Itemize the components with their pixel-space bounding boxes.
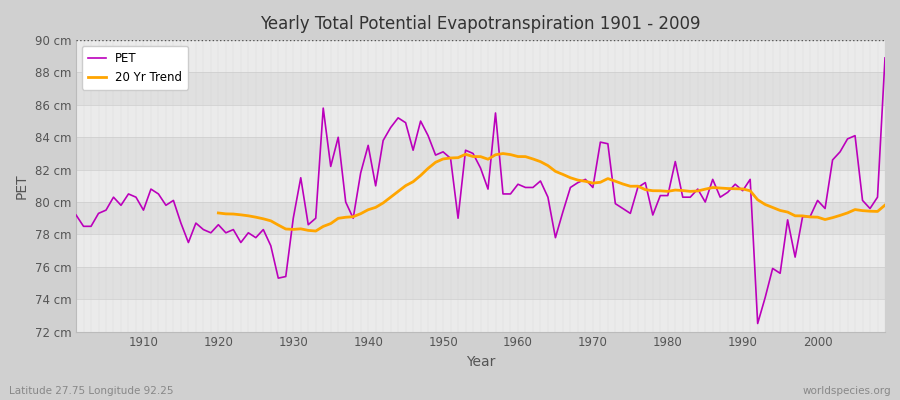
PET: [70, 212, 81, 217]
Line: PET: PET: [76, 58, 885, 324]
20 Yr Trend: [213, 210, 224, 215]
20 Yr Trend: [692, 188, 703, 193]
Bar: [76, 299, 885, 332]
PET: [505, 192, 516, 196]
Title: Yearly Total Potential Evapotranspiration 1901 - 2009: Yearly Total Potential Evapotranspiratio…: [260, 15, 701, 33]
Legend: PET, 20 Yr Trend: PET, 20 Yr Trend: [82, 46, 188, 90]
X-axis label: Year: Year: [466, 355, 495, 369]
20 Yr Trend: [310, 229, 321, 234]
20 Yr Trend: [865, 209, 876, 214]
Y-axis label: PET: PET: [15, 173, 29, 199]
Bar: [76, 170, 885, 202]
PET: [295, 175, 306, 180]
20 Yr Trend: [423, 166, 434, 171]
Bar: [76, 105, 885, 137]
Text: worldspecies.org: worldspecies.org: [803, 386, 891, 396]
Bar: [76, 202, 885, 234]
20 Yr Trend: [498, 151, 508, 156]
PET: [340, 200, 351, 204]
20 Yr Trend: [302, 228, 313, 233]
Bar: [76, 234, 885, 267]
Text: Latitude 27.75 Longitude 92.25: Latitude 27.75 Longitude 92.25: [9, 386, 174, 396]
PET: [752, 321, 763, 326]
20 Yr Trend: [797, 214, 808, 218]
Line: 20 Yr Trend: 20 Yr Trend: [219, 154, 885, 231]
PET: [130, 195, 141, 200]
Bar: [76, 72, 885, 105]
PET: [513, 182, 524, 187]
20 Yr Trend: [879, 203, 890, 208]
Bar: [76, 137, 885, 170]
Bar: [76, 40, 885, 72]
PET: [879, 56, 890, 60]
PET: [602, 141, 613, 146]
20 Yr Trend: [782, 210, 793, 214]
Bar: [76, 267, 885, 299]
